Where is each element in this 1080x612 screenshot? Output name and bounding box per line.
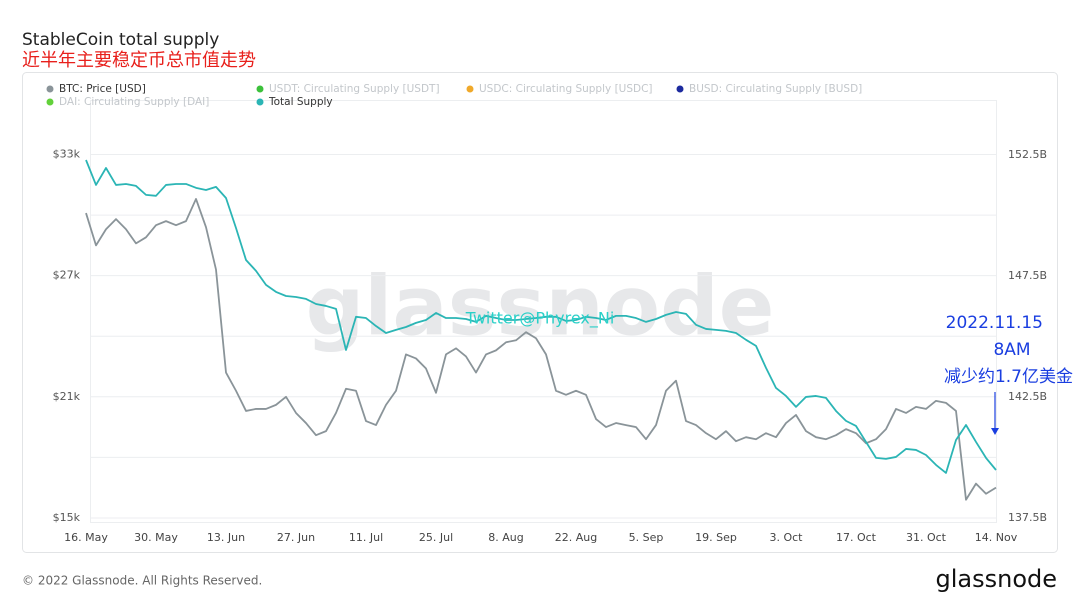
y-tick-label: $27k [53, 269, 81, 282]
legend-marker [46, 98, 54, 106]
x-tick-label: 5. Sep [629, 531, 664, 544]
legend-label: USDT: Circulating Supply [USDT] [269, 83, 440, 95]
chart-frame [22, 72, 1058, 553]
logo: glassnode [935, 565, 1057, 593]
annotation-line: 减少约1.7亿美金 [944, 367, 1073, 387]
chart-title: StableCoin total supply [22, 30, 219, 50]
y2-tick-label: 137.5B [1008, 511, 1047, 524]
x-tick-label: 8. Aug [488, 531, 523, 544]
lines [85, 159, 997, 501]
x-tick-label: 13. Jun [207, 531, 245, 544]
x-tick-label: 19. Sep [695, 531, 737, 544]
overlay-text: Twitter@Phyrex_Ni [465, 309, 615, 329]
legend-marker [466, 85, 474, 93]
legend-marker [256, 85, 264, 93]
y2-tick-label: 152.5B [1008, 148, 1047, 161]
x-tick-label: 25. Jul [419, 531, 453, 544]
watermark: glassnode [306, 259, 775, 354]
chart-subtitle: 近半年主要稳定币总市值走势 [22, 50, 256, 71]
series-line [85, 159, 997, 474]
legend-label: Total Supply [268, 96, 333, 108]
x-tick-label: 16. May [64, 531, 108, 544]
y-tick-label: $33k [53, 148, 81, 161]
legend-label: DAI: Circulating Supply [DAI] [59, 96, 209, 108]
legend-label: USDC: Circulating Supply [USDC] [479, 83, 653, 95]
legend-label: BUSD: Circulating Supply [BUSD] [689, 83, 862, 95]
legend-marker [256, 98, 264, 106]
x-tick-label: 17. Oct [836, 531, 877, 544]
x-tick-label: 11. Jul [349, 531, 383, 544]
x-tick-label: 30. May [134, 531, 178, 544]
y-tick-label: $21k [53, 390, 81, 403]
x-tick-label: 14. Nov [975, 531, 1018, 544]
x-tick-label: 27. Jun [277, 531, 315, 544]
grid [90, 154, 997, 519]
series-line [85, 198, 997, 501]
legend-marker [676, 85, 684, 93]
plot-area [90, 100, 997, 523]
y2-tick-label: 142.5B [1008, 390, 1047, 403]
x-tick-label: 22. Aug [555, 531, 597, 544]
annotation-line: 2022.11.15 [946, 313, 1043, 333]
x-tick-label: 31. Oct [906, 531, 947, 544]
y2-tick-label: 147.5B [1008, 269, 1047, 282]
annotation-line: 8AM [993, 340, 1030, 360]
annotation-arrowhead [991, 428, 999, 435]
y-tick-label: $15k [53, 511, 81, 524]
legend-marker [46, 85, 54, 93]
legend-label: BTC: Price [USD] [59, 83, 146, 95]
x-tick-label: 3. Oct [769, 531, 803, 544]
footer: © 2022 Glassnode. All Rights Reserved. [22, 574, 262, 588]
